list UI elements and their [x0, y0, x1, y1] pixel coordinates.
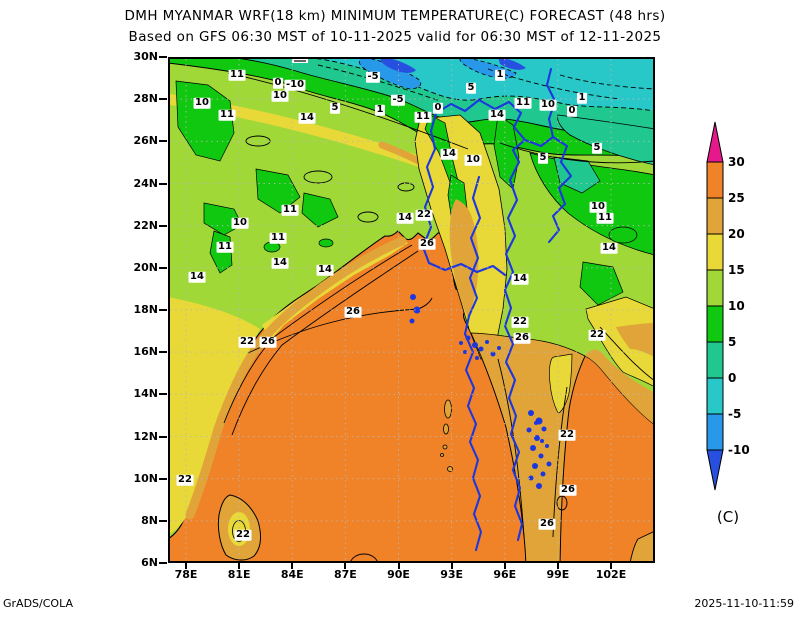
lat-tick-label: 14N [133, 387, 158, 401]
map-border [168, 57, 655, 563]
peninsula-yellow-patch [549, 353, 573, 414]
lat-tick [159, 562, 167, 564]
lon-tick [397, 563, 400, 569]
lat-tick-label: 12N [133, 429, 158, 443]
lon-tick-label: 93E [440, 568, 464, 581]
lat-tick-label: 16N [133, 345, 158, 359]
colorbar-segment [706, 161, 724, 199]
lat-tick-label: 22N [133, 218, 158, 232]
colorbar-segment [706, 341, 724, 379]
lon-tick-label: 96E [493, 568, 517, 581]
lon-tick-label: 87E [333, 568, 357, 581]
lat-tick-label: 8N [141, 513, 158, 527]
lat-tick [159, 224, 167, 227]
colorbar-segment [706, 377, 724, 415]
colorbar-tick-label: -5 [728, 407, 741, 421]
lat-tick-label: 30N [133, 50, 158, 63]
lon-tick-label: 84E [280, 568, 304, 581]
colorbar-tick-label: -10 [728, 443, 750, 457]
lat-tick [159, 309, 167, 311]
lon-tick [610, 563, 612, 569]
lon-tick-label: 90E [387, 568, 410, 581]
page-title: DMH MYANMAR WRF(18 km) MINIMUM TEMPERATU… [124, 8, 666, 24]
page-subtitle: Based on GFS 06:30 MST of 10-11-2025 val… [128, 29, 662, 45]
region-thailand-amber [616, 323, 655, 357]
lat-tick-label: 24N [133, 176, 158, 190]
lon-tick [503, 563, 506, 569]
lon-tick-label: 78E [174, 568, 198, 581]
lat-tick [159, 266, 167, 269]
andaman-islands [440, 399, 453, 472]
lat-tick [159, 98, 167, 101]
corner-land [629, 530, 655, 563]
lat-tick-label: 28N [133, 92, 158, 106]
colorbar-tick-label: 25 [728, 191, 745, 205]
region-coastal-plain [262, 237, 408, 341]
colorbar-tick-label: 15 [728, 263, 745, 277]
lon-tick-label: 81E [227, 568, 251, 581]
region-east-green-blob-2 [608, 226, 638, 244]
colorbar-arrow-top [706, 121, 724, 163]
colorbar-tick-label: 10 [728, 299, 745, 313]
lon-tick [344, 563, 347, 569]
colorbar-tick-label: 0 [728, 371, 736, 385]
lat-tick [159, 393, 167, 396]
lat-tick [159, 182, 167, 185]
forecast-map: 11 0 -10 10 -5 -5 0 5 1 11 10 11 14 5 1 11 10 0 1 14 14 10 5 5 1… [168, 57, 655, 563]
colorbar-tick-label: 5 [728, 335, 736, 349]
lon-tick [291, 563, 294, 569]
footer-credit: GrADS/COLA [3, 597, 73, 610]
colorbar-segment [706, 305, 724, 343]
cold-core-blue-1 [358, 57, 422, 90]
lon-tick [238, 563, 241, 569]
region-thai-coast [585, 349, 655, 425]
river-delta-specks [409, 294, 552, 489]
state-boundaries [421, 67, 573, 552]
map-canvas [168, 57, 655, 563]
colorbar-unit: (C) [717, 508, 739, 526]
lon-tick-label: 99E [546, 568, 570, 581]
region-east-teal [557, 114, 655, 166]
lat-tick-label: 26N [133, 134, 158, 148]
colorbar-segment [706, 197, 724, 235]
lon-tick [185, 563, 187, 569]
lon-tick-label: 102E [595, 568, 627, 581]
lat-tick [159, 435, 167, 438]
lat-tick-label: 18N [133, 303, 158, 316]
colorbar-segment [706, 233, 724, 271]
coastal-warm-band [185, 236, 407, 520]
colorbar: 30 25 20 15 10 5 0 -5 -10 (C) [706, 121, 750, 526]
colorbar-segment [706, 413, 724, 451]
lat-tick-label: 20N [133, 260, 158, 274]
lat-tick [159, 519, 167, 522]
irrawaddy-warm-core [449, 199, 479, 317]
footer-timestamp: 2025-11-10-11:59 [694, 597, 794, 610]
lat-tick [159, 140, 167, 143]
colorbar-segment [706, 269, 724, 307]
colorbar-tick-label: 30 [728, 155, 745, 169]
graticule [170, 59, 653, 561]
colorbar-tick-label: 20 [728, 227, 745, 241]
colorbar-arrow-bottom [706, 449, 724, 491]
lat-tick-label: 6N [141, 556, 158, 569]
lat-tick-label: 10N [133, 471, 158, 485]
lon-tick [556, 563, 559, 569]
lat-tick [159, 351, 167, 354]
cold-core-deepblue-2 [498, 57, 526, 70]
lat-tick [159, 56, 167, 58]
clipped-label-fragment [292, 57, 308, 63]
plains-green-patches [175, 80, 339, 274]
lon-tick [450, 563, 453, 569]
lat-tick [159, 477, 167, 480]
